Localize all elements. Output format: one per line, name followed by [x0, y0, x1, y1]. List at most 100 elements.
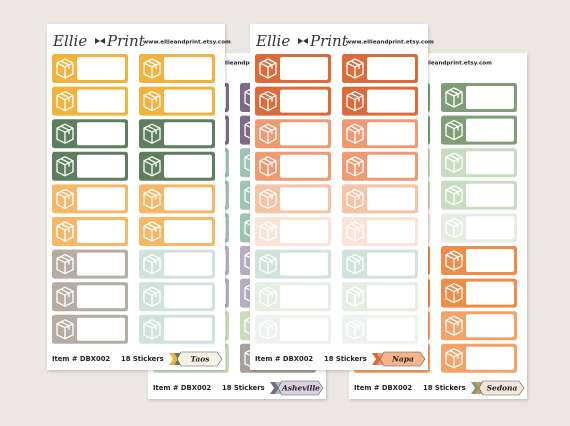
- writing-space: [280, 89, 328, 113]
- sticker: [342, 217, 418, 246]
- box-icon: [143, 188, 161, 210]
- writing-space: [164, 154, 212, 178]
- sticker: [139, 54, 215, 83]
- writing-space: [164, 285, 212, 309]
- box-icon: [56, 156, 74, 177]
- sticker: [255, 217, 331, 246]
- logo-text: Print: [309, 32, 349, 50]
- box-icon: [259, 123, 277, 144]
- style-name: Sedona: [487, 384, 518, 393]
- sticker: [52, 217, 128, 246]
- box-icon: [346, 221, 364, 242]
- sticker: [342, 282, 418, 312]
- writing-space: [280, 122, 328, 146]
- sticker: [139, 249, 215, 279]
- box-icon: [56, 58, 74, 79]
- item-number: Item # DBX002: [52, 355, 110, 363]
- box-icon: [346, 156, 364, 177]
- sticker-count: 18 Stickers: [324, 355, 367, 363]
- name-tag: [176, 351, 223, 367]
- writing-space: [466, 151, 514, 175]
- logo-text: Ellie: [52, 32, 87, 50]
- logo-bow: [95, 38, 105, 44]
- box-icon: [143, 58, 161, 79]
- box-icon: [346, 319, 364, 340]
- tag-chevron: [471, 382, 480, 394]
- writing-space: [367, 220, 415, 243]
- sticker: [139, 151, 215, 181]
- box-icon: [56, 90, 74, 112]
- box-icon: [445, 315, 463, 336]
- writing-space: [280, 317, 328, 341]
- style-name: Asheville: [281, 384, 320, 393]
- writing-space: [280, 57, 328, 80]
- box-icon: [346, 123, 364, 144]
- writing-space: [164, 252, 212, 276]
- name-tag: [379, 351, 426, 367]
- box-icon: [259, 188, 277, 210]
- sticker: [441, 180, 517, 210]
- box-icon: [346, 188, 364, 210]
- writing-space: [77, 220, 125, 243]
- writing-space: [164, 220, 212, 243]
- box-icon: [445, 348, 463, 369]
- sticker: [255, 86, 331, 116]
- writing-space: [77, 187, 125, 211]
- sticker: [52, 249, 128, 279]
- box-icon: [143, 319, 161, 340]
- sticker: [139, 119, 215, 149]
- writing-space: [77, 154, 125, 178]
- writing-space: [77, 252, 125, 276]
- box-icon: [445, 217, 463, 239]
- box-icon: [143, 90, 161, 112]
- item-number: Item # DBX002: [354, 384, 412, 392]
- item-number: Item # DBX002: [255, 355, 313, 363]
- box-icon: [259, 90, 277, 112]
- writing-space: [466, 216, 514, 240]
- writing-space: [367, 252, 415, 276]
- sticker: [342, 184, 418, 214]
- box-icon: [259, 253, 277, 275]
- tag-chevron: [270, 382, 279, 394]
- box-icon: [56, 188, 74, 210]
- writing-space: [77, 57, 125, 80]
- sticker: [342, 314, 418, 344]
- sticker: [441, 213, 517, 243]
- writing-space: [367, 89, 415, 113]
- sticker: [52, 282, 128, 312]
- writing-space: [280, 187, 328, 211]
- logo-text: Print: [106, 32, 146, 50]
- sticker: [255, 119, 331, 149]
- box-icon: [56, 221, 74, 242]
- shop-url: www.ellieandprint.etsy.com: [346, 40, 434, 46]
- writing-space: [164, 122, 212, 146]
- sticker: [139, 282, 215, 312]
- writing-space: [280, 285, 328, 309]
- box-icon: [346, 286, 364, 307]
- writing-space: [77, 89, 125, 113]
- box-icon: [445, 87, 463, 108]
- writing-space: [466, 249, 514, 272]
- sticker: [342, 54, 418, 83]
- item-number: Item # DBX002: [153, 384, 211, 392]
- writing-space: [367, 154, 415, 178]
- box-icon: [445, 119, 463, 141]
- sticker: [342, 151, 418, 181]
- sticker: [139, 217, 215, 246]
- box-icon: [346, 253, 364, 275]
- logo-bow: [298, 38, 308, 44]
- box-icon: [346, 90, 364, 112]
- sticker: [255, 282, 331, 312]
- writing-space: [466, 314, 514, 338]
- writing-space: [280, 154, 328, 178]
- writing-space: [280, 252, 328, 276]
- sticker: [441, 343, 517, 373]
- box-icon: [346, 58, 364, 79]
- sticker: [52, 54, 128, 83]
- sticker: [255, 54, 331, 83]
- sticker: [441, 246, 517, 275]
- writing-space: [77, 285, 125, 309]
- writing-space: [466, 118, 514, 142]
